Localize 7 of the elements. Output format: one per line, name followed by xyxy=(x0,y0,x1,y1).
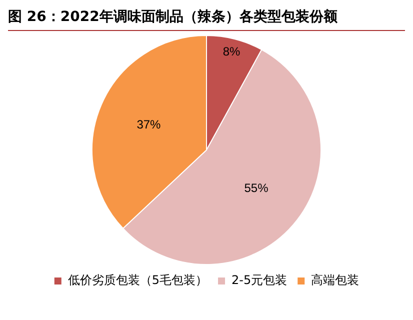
data-label: 8% xyxy=(222,44,241,59)
legend-label: 2-5元包装 xyxy=(232,273,288,288)
data-label: 55% xyxy=(244,180,269,195)
legend-label: 低价劣质包装（5毛包装） xyxy=(68,273,208,288)
chart-title: 图 26：2022年调味面制品（辣条）各类型包装份额 xyxy=(8,8,405,31)
data-label: 37% xyxy=(136,117,162,132)
legend-label: 高端包装 xyxy=(311,273,360,288)
